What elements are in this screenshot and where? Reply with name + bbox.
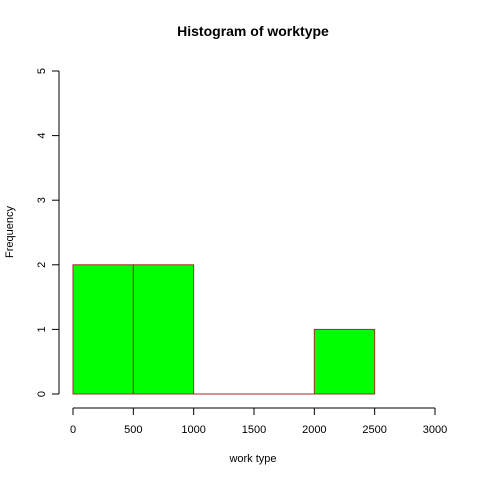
- y-tick-label-3: 3: [36, 197, 48, 203]
- x-tick-label-3: 1500: [242, 424, 266, 436]
- y-tick-label-5: 5: [36, 68, 48, 74]
- x-tick-label-4: 2000: [302, 424, 326, 436]
- x-tick-label-0: 0: [70, 424, 76, 436]
- bars-group: [72, 264, 376, 395]
- y-axis: 0 1 2 3 4 5: [36, 68, 60, 397]
- x-tick-label-6: 3000: [423, 424, 447, 436]
- x-tick-label-2: 1000: [181, 424, 205, 436]
- x-tick-label-1: 500: [124, 424, 142, 436]
- x-axis-label: work type: [228, 453, 276, 465]
- x-tick-label-5: 2500: [362, 424, 386, 436]
- y-tick-label-2: 2: [36, 262, 48, 268]
- y-tick-label-1: 1: [36, 326, 48, 332]
- y-tick-label-0: 0: [36, 391, 48, 397]
- y-axis-label: Frequency: [4, 206, 16, 258]
- x-axis: 0 500 1000 1500 2000 2500 3000: [70, 407, 447, 436]
- y-tick-label-4: 4: [36, 133, 48, 139]
- histogram-bar-1: [132, 264, 195, 395]
- histogram-bar-0: [72, 264, 134, 395]
- chart-title: Histogram of worktype: [177, 23, 329, 39]
- histogram-bar-4: [313, 328, 376, 395]
